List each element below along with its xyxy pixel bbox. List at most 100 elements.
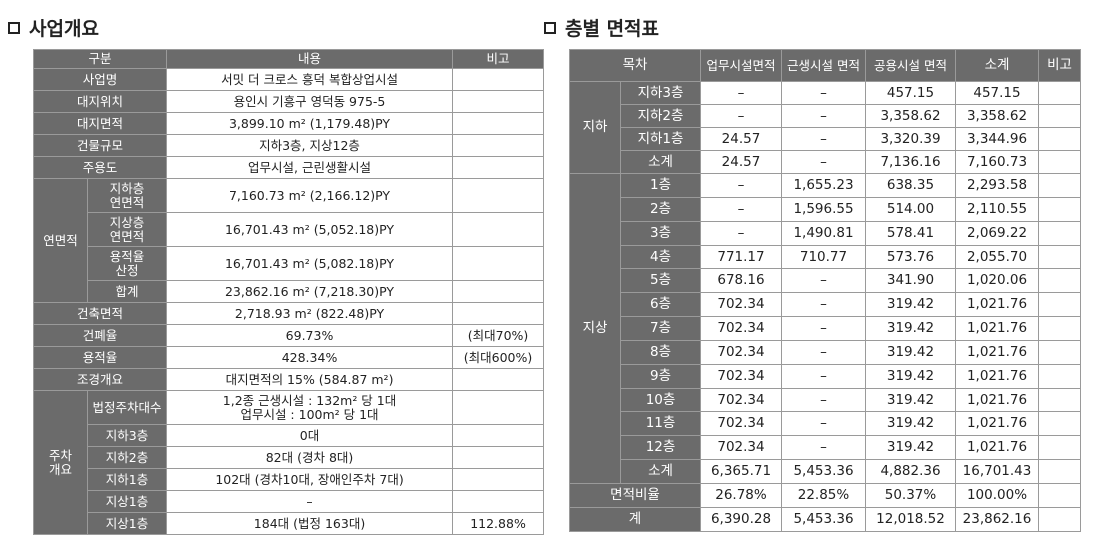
table-row: 지하2층 82대 (경차 8대) (34, 446, 545, 469)
row-note (452, 212, 545, 247)
table-row: 지하 지하3층 – – 457.15 457.15 (569, 81, 1081, 174)
table-row: 주용도 업무시설, 근린생활시설 (32, 156, 545, 179)
sub-label: 지하3층 (86, 424, 168, 447)
note-cell (1038, 292, 1081, 318)
row-note (452, 390, 545, 425)
table-row: 11층 702.34–319.42 1,021.76 (570, 411, 1081, 437)
office-area: 6,365.71 (700, 459, 782, 484)
table-row: 7층 702.34–319.42 1,021.76 (570, 316, 1081, 341)
retail-area: 5,453.36 (781, 459, 866, 484)
office-area: 702.34 (700, 387, 782, 413)
floor-label: 소계 (620, 150, 701, 174)
office-area: 771.17 (700, 244, 782, 270)
common-area: 319.42 (865, 363, 956, 389)
row-value: 428.34% (166, 346, 454, 369)
table-row: 지하2층 – – 3,358.62 3,358.62 (570, 104, 1081, 128)
checkbox-square-icon (8, 21, 20, 34)
row-label: 계 (569, 506, 701, 532)
row-note (452, 468, 545, 491)
retail-area: – (781, 81, 866, 105)
table-row: 소계 6,365.71 5,453.36 4,882.36 16,701.43 (570, 459, 1081, 484)
subtotal-area: 1,021.76 (955, 411, 1039, 437)
note-cell (1038, 173, 1081, 198)
office-area: – (700, 173, 782, 198)
floor-label: 지하3층 (620, 81, 701, 105)
retail-area: – (781, 387, 866, 413)
office-area: – (700, 220, 782, 246)
row-note (452, 490, 545, 513)
common-area: 319.42 (865, 435, 956, 461)
overview-title-text: 사업개요 (29, 18, 99, 40)
row-label: 건축면적 (32, 302, 168, 325)
retail-area: 1,490.81 (781, 220, 866, 246)
office-area: 678.16 (700, 268, 782, 294)
retail-area: – (781, 292, 866, 318)
row-value: 7,160.73 m² (2,166.12)PY (166, 178, 454, 213)
header-cell: 근생시설 면적 (781, 49, 866, 82)
subtotal-area: 100.00% (955, 482, 1039, 508)
retail-area: – (781, 150, 866, 174)
floor-area-table: 목차 업무시설면적 근생시설 면적 공용시설 면적 소계 비고 지하 지하3층 … (569, 49, 1081, 532)
sub-label: 합계 (86, 280, 168, 303)
note-cell (1038, 387, 1081, 413)
project-overview-table: 구분 내용 비고 사업명 서밋 더 크로스 흥덕 복합상업시설 대지위치 용인시… (32, 49, 545, 535)
row-value: 102대 (경차10대, 장애인주차 7대) (166, 468, 454, 491)
subtotal-area: 2,293.58 (955, 173, 1039, 198)
common-area: 3,320.39 (865, 127, 956, 151)
floor-label: 지하1층 (620, 127, 701, 151)
note-cell (1038, 81, 1081, 105)
table-row: 주차 개요 법정주차대수 1,2종 근생시설 : 132m² 당 1대 업무시설 :… (33, 390, 545, 535)
subtotal-area: 2,069.22 (955, 220, 1039, 246)
retail-area: – (781, 127, 866, 151)
header-cell: 목차 (569, 49, 701, 82)
office-area: 26.78% (700, 482, 782, 508)
office-area: 702.34 (700, 339, 782, 365)
row-value: 서밋 더 크로스 흥덕 복합상업시설 (166, 68, 454, 91)
table-row: 4층 771.17 710.77 573.76 2,055.70 (570, 244, 1081, 270)
row-label: 조경개요 (32, 368, 168, 391)
note-cell (1038, 104, 1081, 128)
subtotal-area: 1,021.76 (955, 316, 1039, 341)
floor-label: 5층 (620, 268, 701, 294)
row-note (452, 68, 545, 91)
common-area: 578.41 (865, 220, 956, 246)
header-cell: 내용 (166, 49, 454, 69)
row-value: – (166, 490, 454, 513)
header-cell: 구분 (32, 49, 168, 69)
common-area: 4,882.36 (865, 459, 956, 484)
office-area: 702.34 (700, 316, 782, 341)
row-note (452, 156, 545, 179)
row-label: 주용도 (32, 156, 168, 179)
note-cell (1038, 244, 1081, 270)
row-note: (최대600%) (452, 346, 545, 369)
row-value: 69.73% (166, 324, 454, 347)
common-area: 514.00 (865, 196, 956, 222)
sub-label: 법정주차대수 (86, 390, 168, 425)
row-value: 0대 (166, 424, 454, 447)
retail-area: – (781, 411, 866, 437)
group-label-parking: 주차 개요 (33, 390, 88, 535)
floor-label: 6층 (620, 292, 701, 318)
note-cell (1038, 459, 1081, 484)
row-note: (최대70%) (452, 324, 545, 347)
table-row: 지상 1층 –1,655.23 638.35 2,293.58 (569, 173, 1081, 484)
table-row: 9층 702.34–319.42 1,021.76 (570, 363, 1081, 389)
row-note (452, 424, 545, 447)
row-value: 16,701.43 m² (5,052.18)PY (166, 212, 454, 247)
table-row: 12층 702.34–319.42 1,021.76 (570, 435, 1081, 461)
row-note (452, 90, 545, 113)
table-row: 조경개요 대지면적의 15% (584.87 m²) (32, 368, 545, 391)
floor-label: 2층 (620, 196, 701, 222)
table-row: 3층 –1,490.81 578.41 2,069.22 (570, 220, 1081, 246)
floor-label: 10층 (620, 387, 701, 413)
common-area: 50.37% (865, 482, 956, 508)
table-row: 대지면적 3,899.10 m² (1,179.48)PY (32, 112, 545, 135)
subtotal-area: 1,021.76 (955, 363, 1039, 389)
sub-label: 지상층 연면적 (86, 212, 168, 247)
row-value: 82대 (경차 8대) (166, 446, 454, 469)
floor-label: 11층 (620, 411, 701, 437)
subtotal-area: 16,701.43 (955, 459, 1039, 484)
table-header-row: 구분 내용 비고 (32, 49, 545, 69)
row-label: 대지면적 (32, 112, 168, 135)
sub-label: 지하2층 (86, 446, 168, 469)
